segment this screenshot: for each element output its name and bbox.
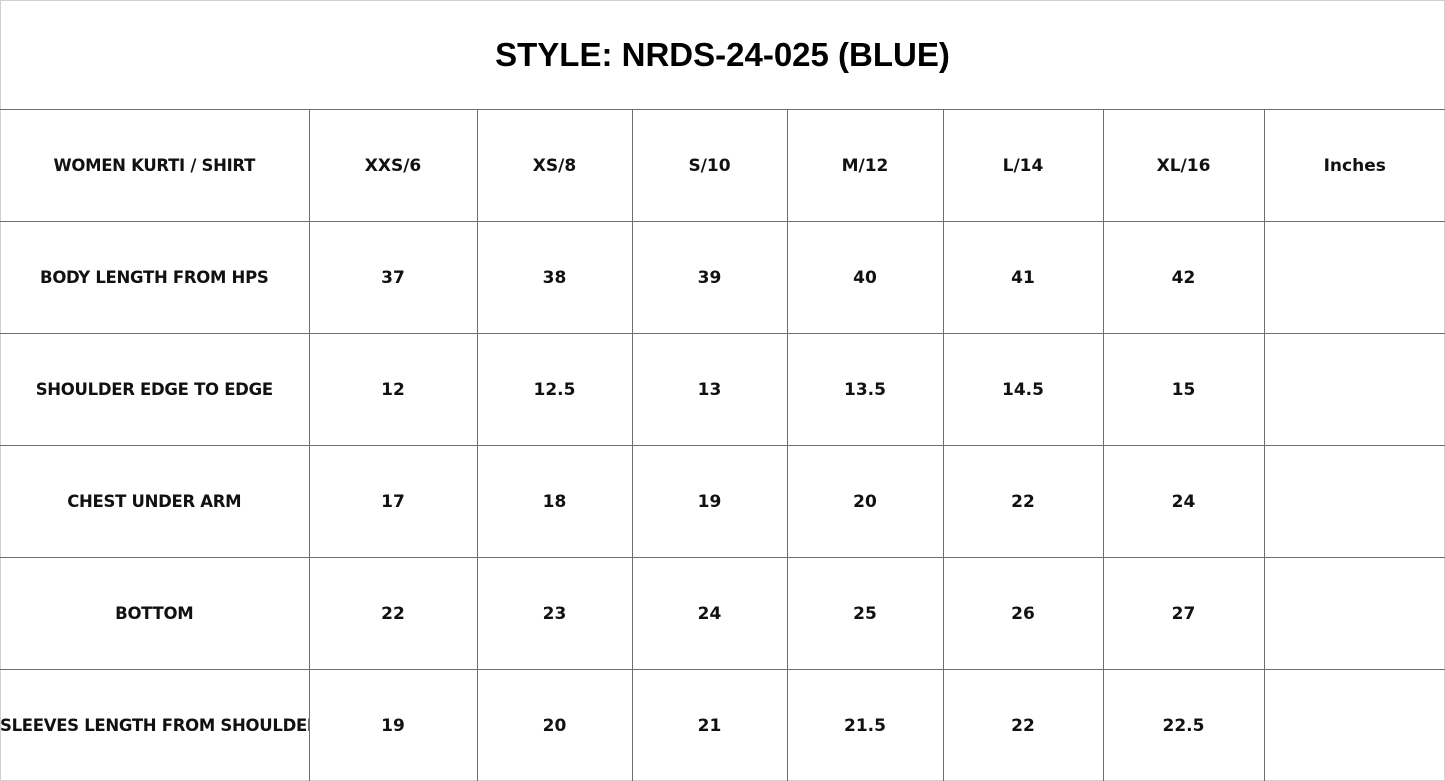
measurement-value: 38	[476, 221, 633, 334]
header-size-cell: XXS/6	[308, 109, 478, 222]
measurement-value: 24	[1102, 445, 1265, 558]
measurement-label: BODY LENGTH FROM HPS	[0, 221, 310, 334]
measurement-value: 21	[631, 669, 788, 781]
measurement-value: 19	[631, 445, 788, 558]
measurement-value: 23	[476, 557, 633, 670]
measurement-value: 13.5	[786, 333, 944, 446]
measurement-label: BOTTOM	[0, 557, 310, 670]
measurement-value: 37	[308, 221, 478, 334]
header-size-cell: S/10	[631, 109, 788, 222]
measurement-value: 27	[1102, 557, 1265, 670]
measurement-value	[1263, 221, 1445, 334]
measurement-value: 13	[631, 333, 788, 446]
measurement-value	[1263, 445, 1445, 558]
measurement-value	[1263, 333, 1445, 446]
measurement-label: CHEST UNDER ARM	[0, 445, 310, 558]
measurement-value: 12.5	[476, 333, 633, 446]
measurement-value: 20	[476, 669, 633, 781]
header-row: WOMEN KURTI / SHIRT XXS/6 XS/8 S/10 M/12 L/14…	[0, 109, 1445, 222]
header-size-cell: Inches	[1263, 109, 1445, 222]
measurement-value: 41	[942, 221, 1104, 334]
measurement-value: 40	[786, 221, 944, 334]
measurement-value: 22.5	[1102, 669, 1265, 781]
measurement-label: SLEEVES LENGTH FROM SHOULDER	[0, 669, 310, 781]
measurement-value: 18	[476, 445, 633, 558]
measurement-value: 21.5	[786, 669, 944, 781]
measurement-value: 22	[942, 445, 1104, 558]
measurement-value: 12	[308, 333, 478, 446]
measurement-value: 25	[786, 557, 944, 670]
table-row: CHEST UNDER ARM 17 18 19 20 22 24	[0, 445, 1445, 558]
header-size-cell: M/12	[786, 109, 944, 222]
table-row: BODY LENGTH FROM HPS 37 38 39 40 41 42	[0, 221, 1445, 334]
measurement-value: 39	[631, 221, 788, 334]
measurement-value: 20	[786, 445, 944, 558]
table-row: SLEEVES LENGTH FROM SHOULDER 19 20 21 21.5 22…	[0, 669, 1445, 781]
measurement-value: 14.5	[942, 333, 1104, 446]
measurement-value: 22	[308, 557, 478, 670]
measurement-value	[1263, 669, 1445, 781]
measurement-value: 17	[308, 445, 478, 558]
measurement-value	[1263, 557, 1445, 670]
style-title: STYLE: NRDS-24-025 (BLUE)	[495, 35, 950, 73]
measurement-value: 42	[1102, 221, 1265, 334]
table-row: SHOULDER EDGE TO EDGE 12 12.5 13 13.5 14.5 15	[0, 333, 1445, 446]
measurement-value: 24	[631, 557, 788, 670]
header-category-cell: WOMEN KURTI / SHIRT	[0, 109, 310, 222]
table-row: BOTTOM 22 23 24 25 26 27	[0, 557, 1445, 670]
measurement-value: 19	[308, 669, 478, 781]
measurement-value: 26	[942, 557, 1104, 670]
header-size-cell: L/14	[942, 109, 1104, 222]
measurement-value: 15	[1102, 333, 1265, 446]
measurement-value: 22	[942, 669, 1104, 781]
size-chart-table: WOMEN KURTI / SHIRT XXS/6 XS/8 S/10 M/12 L/14…	[0, 109, 1445, 781]
header-size-cell: XL/16	[1102, 109, 1265, 222]
header-size-cell: XS/8	[476, 109, 633, 222]
measurement-label: SHOULDER EDGE TO EDGE	[0, 333, 310, 446]
